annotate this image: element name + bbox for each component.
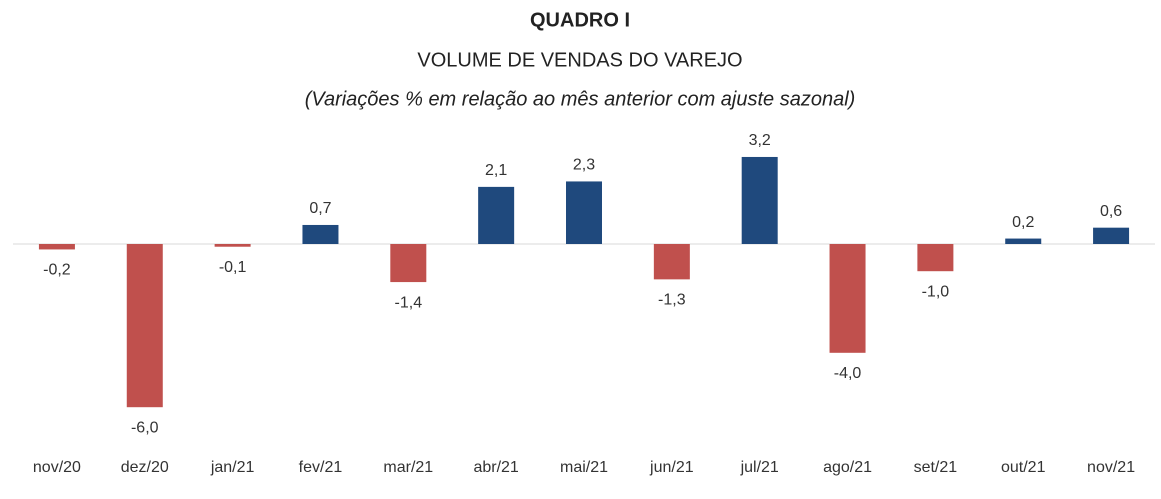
bar <box>214 244 251 247</box>
x-tick-label: nov/20 <box>33 459 81 476</box>
value-label: -0,2 <box>43 262 71 279</box>
x-tick-label: jul/21 <box>740 459 779 476</box>
bar <box>653 244 690 280</box>
bar <box>126 244 163 408</box>
bar <box>741 156 778 244</box>
value-label: -0,1 <box>219 259 247 276</box>
value-label: -1,0 <box>922 283 950 300</box>
value-label: -6,0 <box>131 419 159 436</box>
x-tick-label: jun/21 <box>649 459 694 476</box>
bar <box>917 244 954 272</box>
x-tick-label: set/21 <box>914 459 958 476</box>
bar <box>1093 227 1130 244</box>
value-label: 3,2 <box>749 132 771 149</box>
value-label: -1,3 <box>658 292 686 309</box>
x-tick-label: dez/20 <box>121 459 169 476</box>
value-label: 0,6 <box>1100 203 1122 220</box>
x-tick-label: mai/21 <box>560 459 608 476</box>
value-label: 2,3 <box>573 157 595 174</box>
chart-note: (Variações % em relação ao mês anterior … <box>305 88 856 110</box>
chart-title: QUADRO I <box>530 9 630 31</box>
value-label: 2,1 <box>485 162 507 179</box>
x-tick-label: nov/21 <box>1087 459 1135 476</box>
x-tick-label: mar/21 <box>383 459 433 476</box>
bar <box>302 224 339 244</box>
value-label: -4,0 <box>834 365 862 382</box>
x-tick-label: out/21 <box>1001 459 1046 476</box>
value-label: 0,2 <box>1012 214 1034 231</box>
x-tick-label: ago/21 <box>823 459 872 476</box>
bar <box>478 186 515 244</box>
chart-subtitle: VOLUME DE VENDAS DO VAREJO <box>417 49 742 71</box>
bar <box>1005 238 1042 244</box>
bar <box>829 244 866 353</box>
x-tick-label: abr/21 <box>473 459 518 476</box>
bar <box>38 244 75 250</box>
x-tick-label: fev/21 <box>299 459 343 476</box>
bar <box>566 181 602 244</box>
value-label: -1,4 <box>395 294 423 311</box>
x-tick-label: jan/21 <box>210 459 255 476</box>
value-label: 0,7 <box>309 200 331 217</box>
bar <box>390 244 427 283</box>
